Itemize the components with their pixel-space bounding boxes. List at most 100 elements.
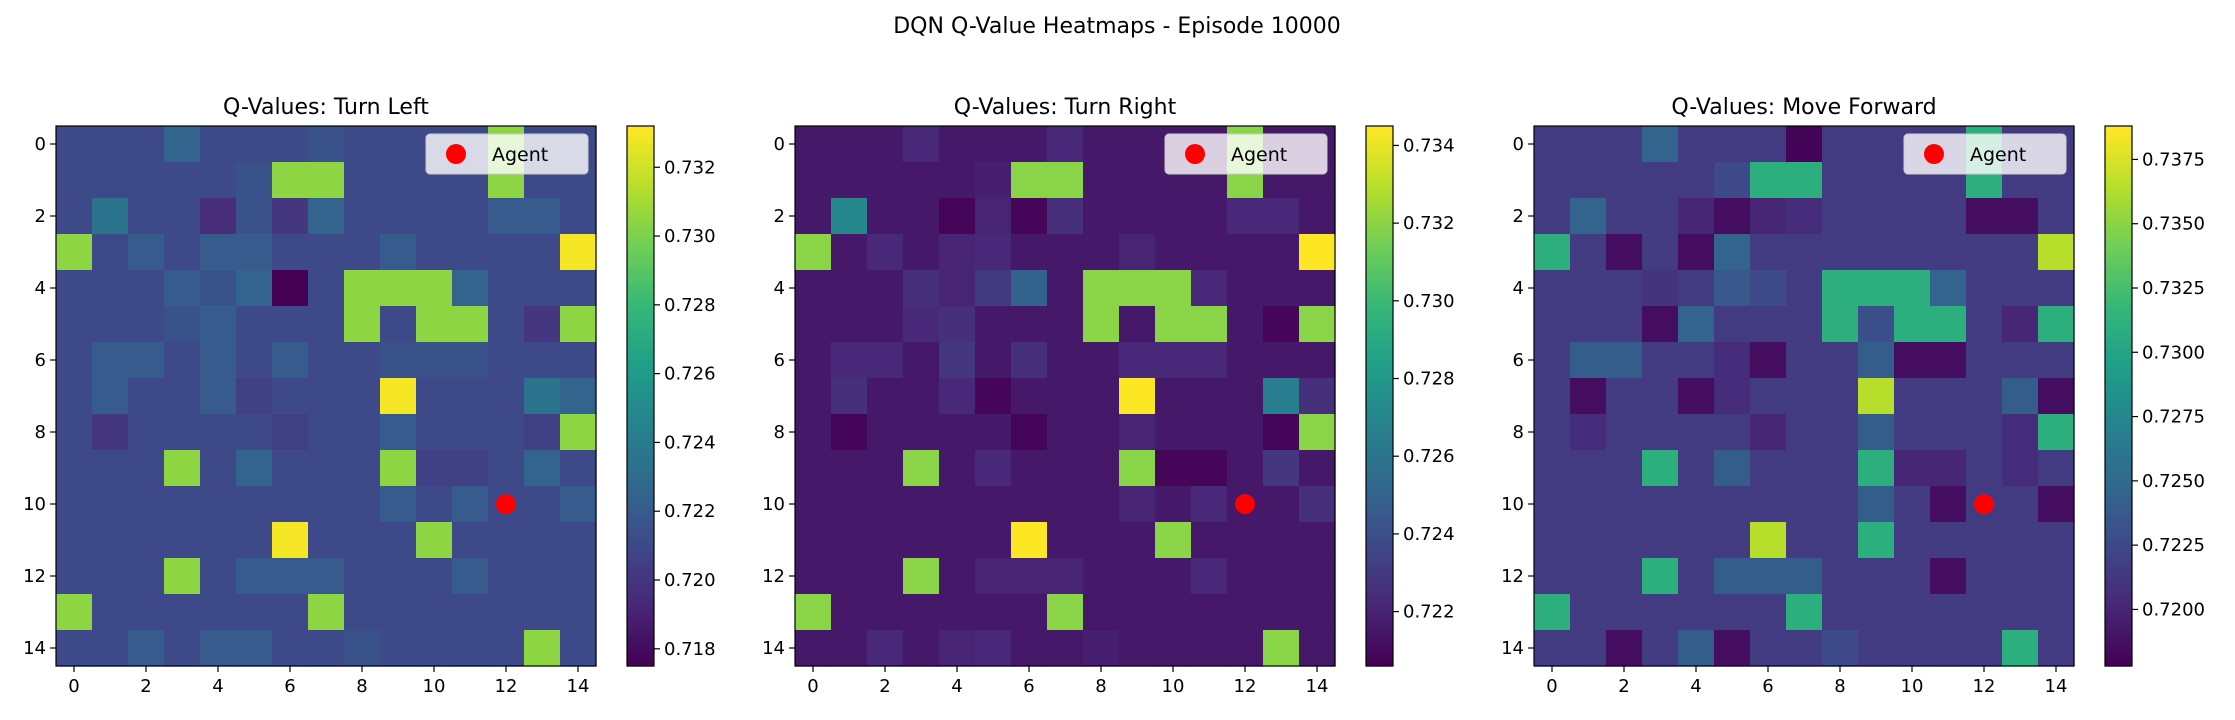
colorbar-segment bbox=[1366, 580, 1393, 586]
colorbar-segment bbox=[2105, 306, 2132, 312]
heatmap-frame bbox=[794, 125, 1336, 667]
heatmap-cell bbox=[1606, 162, 1643, 199]
colorbar-segment bbox=[627, 634, 654, 640]
heatmap-cell bbox=[1642, 558, 1679, 595]
legend-box bbox=[425, 133, 589, 175]
heatmap-cell bbox=[1642, 306, 1679, 343]
heatmap-cell bbox=[831, 558, 868, 595]
heatmap-cell bbox=[1858, 378, 1895, 415]
colorbar-segment bbox=[1366, 441, 1393, 447]
x-tick-label: 6 bbox=[1762, 676, 1773, 697]
heatmap-cell bbox=[867, 522, 904, 559]
colorbar-segment bbox=[2105, 441, 2132, 447]
colorbar-segment bbox=[627, 355, 654, 361]
heatmap-cell bbox=[1678, 450, 1715, 487]
heatmap-cell bbox=[92, 126, 129, 163]
heatmap-cell bbox=[1119, 234, 1156, 271]
colorbar-tick-label: 0.724 bbox=[664, 432, 716, 453]
heatmap-cell bbox=[1570, 486, 1607, 523]
colorbar-tick-label: 0.7275 bbox=[2142, 407, 2205, 428]
heatmap-cell bbox=[1191, 594, 1228, 631]
colorbar-segment bbox=[627, 162, 654, 168]
heatmap-cell bbox=[1966, 594, 2003, 631]
heatmap-cell bbox=[1227, 594, 1264, 631]
heatmap-cell bbox=[236, 342, 273, 379]
heatmap-cell bbox=[1227, 414, 1264, 451]
heatmap-cell bbox=[92, 486, 129, 523]
heatmap-cell bbox=[452, 630, 489, 667]
heatmap-cell bbox=[939, 414, 976, 451]
colorbar-segment bbox=[2105, 409, 2132, 415]
colorbar-segment bbox=[1366, 427, 1393, 433]
heatmap-cell bbox=[56, 270, 93, 307]
heatmap-cell bbox=[1570, 342, 1607, 379]
heatmap-cell bbox=[308, 630, 345, 667]
heatmap-cell bbox=[2002, 378, 2039, 415]
heatmap-cell bbox=[524, 306, 561, 343]
heatmap-cell bbox=[975, 234, 1012, 271]
heatmap-cell bbox=[560, 558, 597, 595]
heatmap-cell bbox=[1858, 630, 1895, 667]
heatmap-cell bbox=[1534, 306, 1571, 343]
colorbar-segment bbox=[2105, 324, 2132, 330]
colorbar-segment bbox=[627, 148, 654, 154]
colorbar-segment bbox=[627, 508, 654, 514]
colorbar-segment bbox=[1366, 558, 1393, 564]
colorbar-segment bbox=[2105, 270, 2132, 276]
heatmap-cell bbox=[1263, 198, 1300, 235]
heatmap-cell bbox=[236, 594, 273, 631]
heatmap-cell bbox=[1227, 522, 1264, 559]
heatmap-cell bbox=[236, 630, 273, 667]
heatmap-cell bbox=[795, 486, 832, 523]
heatmap-cell bbox=[1750, 234, 1787, 271]
colorbar-segment bbox=[627, 342, 654, 348]
y-tick-label: 14 bbox=[1501, 638, 1524, 659]
heatmap-cell bbox=[2002, 234, 2039, 271]
heatmap-cell bbox=[524, 450, 561, 487]
colorbar-segment bbox=[2105, 333, 2132, 339]
heatmap-cell bbox=[1083, 558, 1120, 595]
heatmap-cell bbox=[452, 306, 489, 343]
heatmap-cell bbox=[524, 198, 561, 235]
heatmap-cell bbox=[1263, 450, 1300, 487]
heatmap-cell bbox=[1786, 342, 1823, 379]
legend-box bbox=[1903, 133, 2067, 175]
heatmap-cell bbox=[344, 234, 381, 271]
heatmap-cell bbox=[416, 450, 453, 487]
heatmap-cell bbox=[1822, 378, 1859, 415]
colorbar-segment bbox=[1366, 616, 1393, 622]
heatmap-cell bbox=[1894, 234, 1931, 271]
heatmap-cell bbox=[903, 486, 940, 523]
heatmap-cell bbox=[903, 126, 940, 163]
colorbar-segment bbox=[627, 567, 654, 573]
heatmap-cell bbox=[831, 162, 868, 199]
heatmap-cell bbox=[1227, 558, 1264, 595]
heatmap-cell bbox=[1822, 162, 1859, 199]
colorbar-segment bbox=[627, 396, 654, 402]
colorbar-segment bbox=[2105, 135, 2132, 141]
heatmap-cell bbox=[1083, 450, 1120, 487]
heatmap-cell bbox=[1606, 630, 1643, 667]
heatmap-cell bbox=[1786, 450, 1823, 487]
heatmap-cell bbox=[1642, 630, 1679, 667]
heatmap-cell bbox=[344, 414, 381, 451]
heatmap-cell bbox=[1011, 450, 1048, 487]
heatmap-cell bbox=[1714, 162, 1751, 199]
heatmap-cell bbox=[1714, 450, 1751, 487]
heatmap-cell bbox=[831, 198, 868, 235]
heatmap-cell bbox=[1894, 306, 1931, 343]
colorbar-segment bbox=[627, 378, 654, 384]
heatmap-cell bbox=[308, 414, 345, 451]
colorbar-segment bbox=[1366, 288, 1393, 294]
heatmap-cell bbox=[903, 594, 940, 631]
heatmap-cell bbox=[488, 522, 525, 559]
heatmap-cell bbox=[164, 162, 201, 199]
colorbar-segment bbox=[1366, 283, 1393, 289]
heatmap-cell bbox=[1714, 414, 1751, 451]
heatmap-cell bbox=[867, 594, 904, 631]
heatmap-cell bbox=[1642, 594, 1679, 631]
colorbar-segment bbox=[627, 247, 654, 253]
heatmap-cell bbox=[831, 450, 868, 487]
y-tick-label: 6 bbox=[35, 350, 46, 371]
heatmap-cell bbox=[128, 306, 165, 343]
